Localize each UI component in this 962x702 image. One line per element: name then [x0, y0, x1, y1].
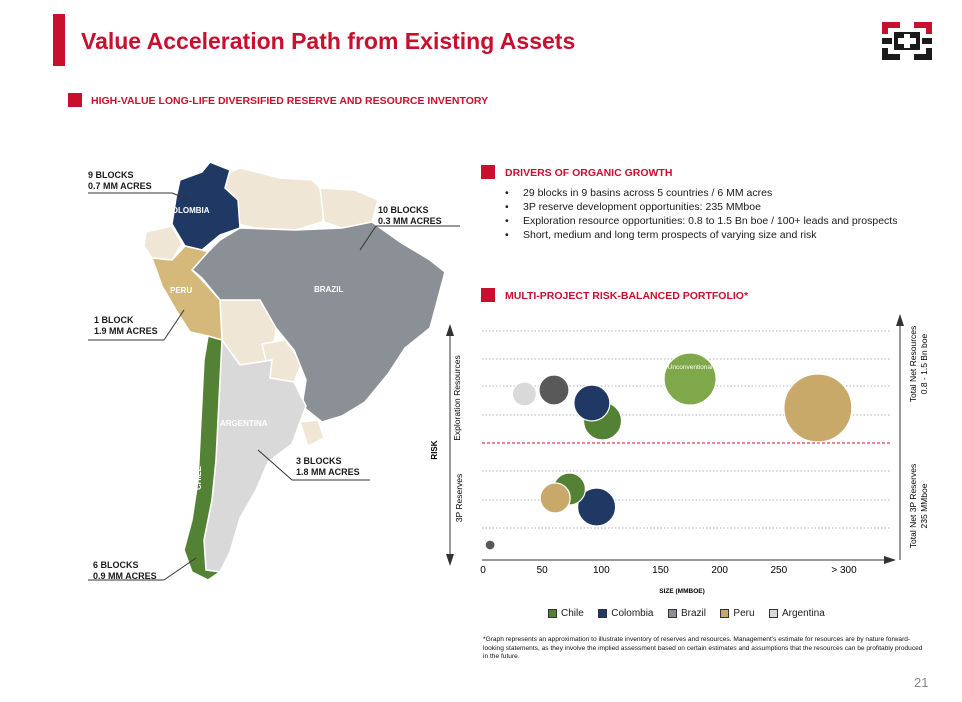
- reserves-band-label: 3P Reserves: [454, 474, 464, 523]
- brazil-label: BRAZIL: [314, 285, 343, 294]
- bubble-colombia-exploration: [573, 384, 611, 422]
- bubble-unconventional-exploration: [663, 352, 717, 406]
- legend-item-argentina: Argentina: [769, 608, 825, 619]
- size-tick-label: 50: [537, 565, 549, 576]
- size-tick-label: 200: [711, 565, 728, 576]
- portfolio-section-marker: [481, 288, 495, 302]
- footnote: *Graph represents an approximation to il…: [483, 636, 923, 660]
- size-tick-label: 250: [770, 565, 787, 576]
- argentina-callout: 3 BLOCKS 1.8 MM ACRES: [296, 456, 360, 477]
- bubble-peru-reserves: [539, 482, 571, 514]
- legend-swatch-argentina: [769, 609, 778, 618]
- south-america-map: COLOMBIA BRAZIL PERU ARGENTINA CHILE: [88, 161, 460, 581]
- driver-item: Exploration resource opportunities: 0.8 …: [505, 214, 905, 228]
- chile-label: CHILE: [194, 465, 203, 490]
- bubble-colombia-reserves: [577, 487, 617, 527]
- legend-swatch-chile: [548, 609, 557, 618]
- drivers-section-title: DRIVERS OF ORGANIC GROWTH: [505, 167, 673, 179]
- page-number: 21: [914, 675, 929, 690]
- argentina-label: ARGENTINA: [220, 419, 268, 428]
- colombia-callout: 9 BLOCKS 0.7 MM ACRES: [88, 170, 152, 191]
- drivers-section-marker: [481, 165, 495, 179]
- size-axis-ticks: 0 50 100 150 200 250 > 300: [480, 565, 857, 576]
- chile-callout: 6 BLOCKS 0.9 MM ACRES: [93, 560, 157, 581]
- right-axis-arrow: [896, 314, 904, 326]
- bubble-brazil-base: [484, 539, 496, 551]
- legend-item-colombia: Colombia: [598, 608, 654, 619]
- brazil-callout: 10 BLOCKS 0.3 MM ACRES: [378, 205, 442, 226]
- total-net-resources-value: 0.8 - 1.5 Bn boe: [919, 333, 929, 394]
- legend-swatch-brazil: [667, 609, 677, 618]
- drivers-list: 29 blocks in 9 basins across 5 countries…: [505, 186, 905, 242]
- total-net-resources-label: Total Net Resources: [908, 326, 918, 403]
- portfolio-section-title: MULTI-PROJECT RISK-BALANCED PORTFOLIO*: [505, 290, 749, 302]
- bubble-argentina-exploration: [511, 381, 538, 407]
- company-logo-icon: [880, 20, 934, 62]
- size-tick-label: > 300: [831, 565, 857, 576]
- legend-item-chile: Chile: [548, 608, 584, 619]
- risk-axis-arrow-up: [446, 324, 454, 336]
- driver-item: Short, medium and long term prospects of…: [505, 228, 905, 242]
- size-tick-label: 150: [652, 565, 669, 576]
- colombia-label: COLOMBIA: [166, 206, 210, 215]
- chile-region: [183, 335, 223, 581]
- uruguay-region: [298, 419, 325, 448]
- driver-item: 29 blocks in 9 basins across 5 countries…: [505, 186, 905, 200]
- legend-item-peru: Peru: [720, 608, 755, 619]
- exploration-band-label: Exploration Resources: [452, 355, 462, 441]
- bubble-label-unconventional: Unconventional: [668, 364, 713, 371]
- size-axis-label: SIZE (MMBOE): [659, 588, 705, 595]
- inventory-section-title: HIGH-VALUE LONG-LIFE DIVERSIFIED RESERVE…: [91, 95, 489, 107]
- legend-swatch-peru: [720, 609, 730, 618]
- peru-region: [150, 245, 223, 342]
- risk-portfolio-chart: RISK Exploration Resources 3P Reserves T…: [430, 314, 929, 595]
- peru-callout: 1 BLOCK 1.9 MM ACRES: [94, 315, 158, 336]
- brazil-region: [188, 221, 446, 423]
- bubble-brazil-exploration: [538, 374, 570, 406]
- page-title: Value Acceleration Path from Existing As…: [81, 28, 576, 54]
- peru-label: PERU: [170, 286, 192, 295]
- size-tick-label: 0: [480, 565, 486, 576]
- inventory-section-marker: [68, 93, 82, 107]
- driver-item: 3P reserve development opportunities: 23…: [505, 200, 905, 214]
- chart-legend: Chile Colombia Brazil Peru Argentina: [548, 605, 835, 623]
- legend-item-brazil: Brazil: [667, 608, 706, 619]
- risk-axis-label: RISK: [430, 440, 439, 459]
- size-axis-arrow: [884, 556, 896, 564]
- total-net-reserves-value: 235 MMboe: [919, 483, 929, 528]
- risk-axis-arrow-down: [446, 554, 454, 566]
- bubble-series: Unconventional: [484, 352, 853, 551]
- size-tick-label: 100: [593, 565, 610, 576]
- legend-swatch-colombia: [598, 609, 608, 618]
- title-accent-bar: [53, 14, 65, 66]
- total-net-reserves-label: Total Net 3P Reserves: [908, 464, 918, 548]
- bubble-peru-exploration: [783, 373, 853, 443]
